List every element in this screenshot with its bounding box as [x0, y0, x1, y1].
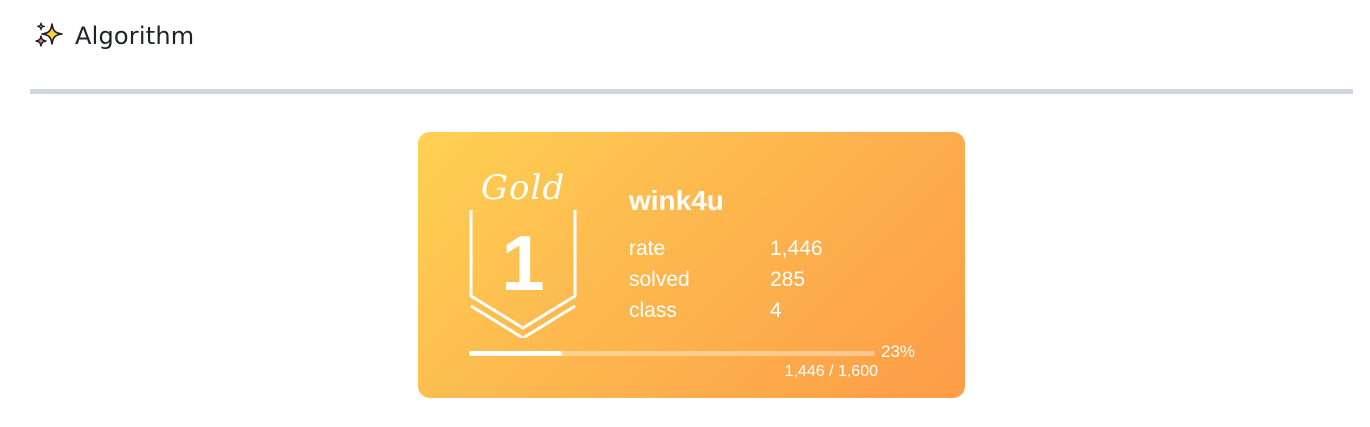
section-header: Algorithm	[33, 18, 194, 54]
stat-label: class	[629, 298, 677, 322]
tier-level: 1	[501, 219, 545, 307]
tier-name: Gold	[480, 168, 566, 208]
tier-badge: Gold 1	[468, 168, 578, 338]
stat-value: 1,446	[770, 236, 823, 260]
section-title: Algorithm	[75, 22, 195, 50]
stat-row-solved: solved 285	[629, 264, 889, 295]
stat-value: 4	[770, 298, 782, 322]
section-divider	[30, 89, 1353, 94]
progress-fill	[469, 351, 563, 356]
stat-value: 285	[770, 267, 806, 291]
stat-label: rate	[629, 236, 666, 260]
solvedac-profile-card[interactable]: Gold 1 wink4u rate 1,446 solved 285 clas…	[418, 132, 965, 398]
username: wink4u	[629, 185, 724, 216]
stat-label: solved	[629, 267, 690, 291]
tier-shield-icon	[469, 210, 577, 338]
stat-row-rate: rate 1,446	[629, 233, 889, 264]
stat-row-class: class 4	[629, 295, 889, 326]
progress-bar	[469, 351, 875, 356]
progress-count: 1,446 / 1,600	[784, 363, 878, 380]
stats-list: rate 1,446 solved 285 class 4	[629, 233, 889, 326]
sparkles-icon	[35, 22, 63, 47]
progress-percent: 23%	[881, 342, 916, 361]
